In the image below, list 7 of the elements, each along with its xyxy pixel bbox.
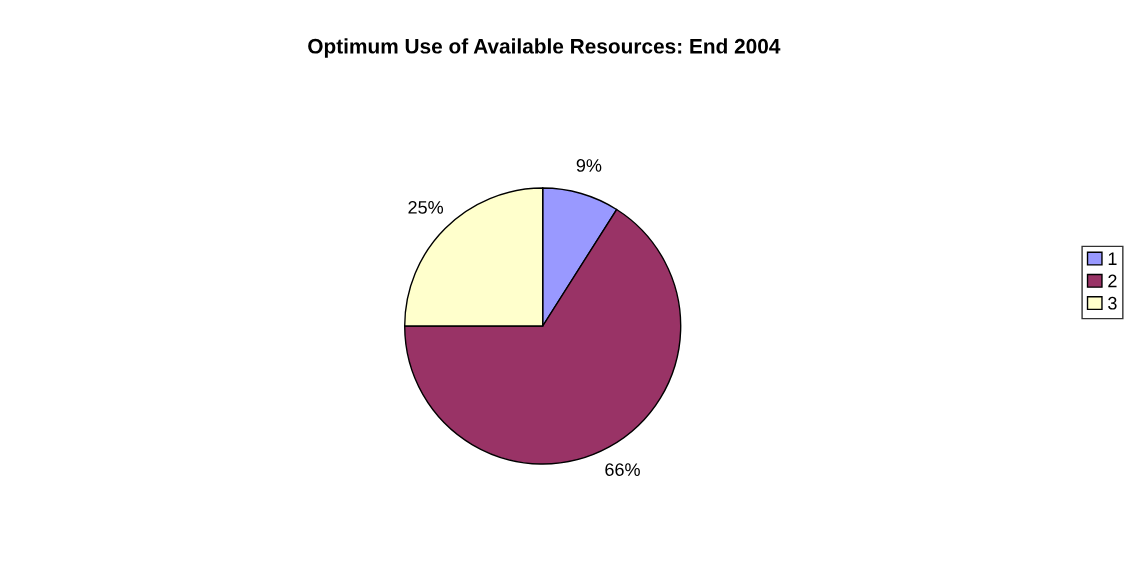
data-label: 66%: [605, 463, 640, 476]
data-label: 25%: [408, 201, 444, 214]
legend-label: 3: [1108, 296, 1117, 310]
chart-title: Optimum Use of Available Resources: End 2004: [308, 38, 781, 58]
legend-label: 1: [1108, 252, 1117, 265]
legend-label: 2: [1108, 274, 1117, 288]
data-label: 9%: [576, 159, 602, 172]
